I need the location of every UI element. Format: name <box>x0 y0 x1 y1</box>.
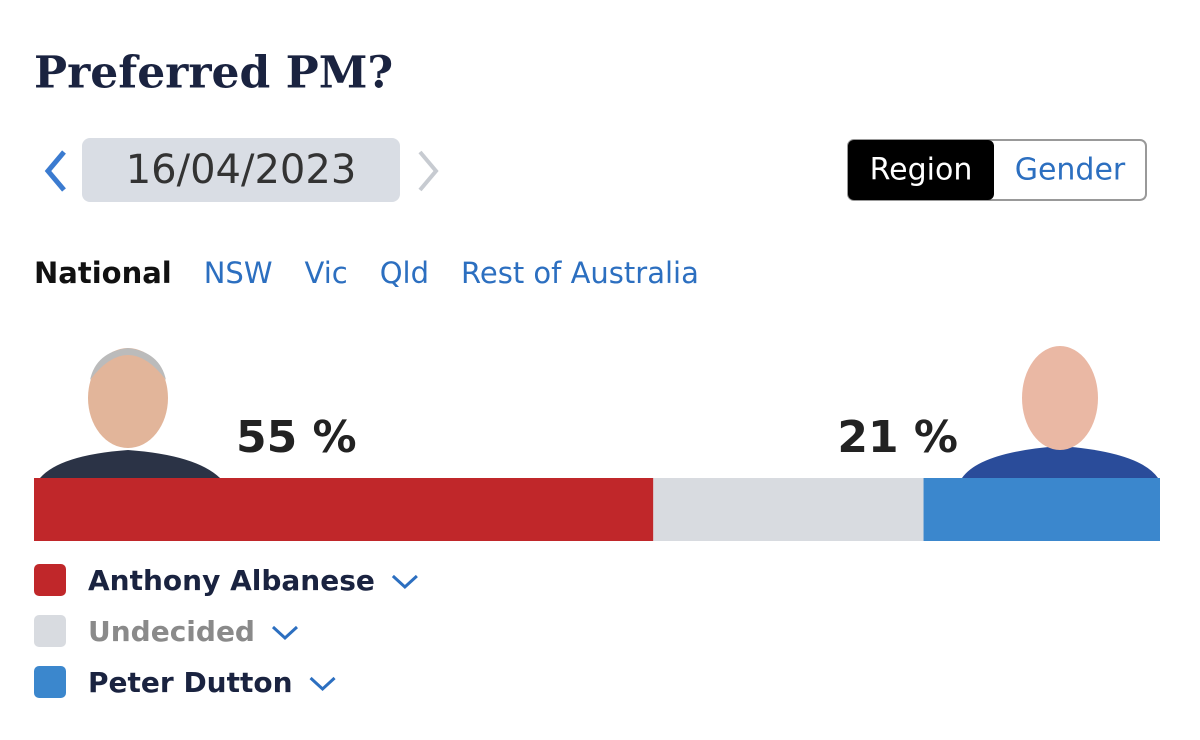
region-tab[interactable]: Qld <box>380 256 429 290</box>
title: Preferred PM? <box>34 48 393 99</box>
legend-label[interactable]: Peter Dutton <box>88 666 293 699</box>
legend-chevron[interactable] <box>309 676 336 692</box>
date-pill <box>82 138 400 202</box>
bar-segment <box>34 478 654 541</box>
value-label: 55 % <box>236 412 357 463</box>
region-tab[interactable]: NSW <box>204 256 273 290</box>
legend-label[interactable]: Anthony Albanese <box>88 564 375 597</box>
toggle-active[interactable] <box>848 140 994 200</box>
toggle-option[interactable]: Region <box>870 153 973 188</box>
toggle-option[interactable]: Gender <box>1015 153 1126 188</box>
region-tab[interactable]: Vic <box>305 256 348 290</box>
legend-swatch <box>34 666 66 698</box>
prev-arrow[interactable] <box>44 150 66 192</box>
bar-segment <box>653 478 924 541</box>
region-tab[interactable]: National <box>34 256 172 290</box>
bar-segment <box>923 478 1160 541</box>
region-tab[interactable]: Rest of Australia <box>461 256 699 290</box>
date: 16/04/2023 <box>126 147 357 193</box>
legend-label[interactable]: Undecided <box>88 615 255 648</box>
legend-swatch <box>34 615 66 647</box>
legend-chevron[interactable] <box>271 625 298 641</box>
value-label: 21 % <box>837 412 958 463</box>
next-arrow[interactable] <box>418 150 439 192</box>
legend-swatch <box>34 564 66 596</box>
legend-chevron[interactable] <box>391 574 418 590</box>
portrait-left <box>40 348 220 478</box>
portrait-right <box>962 346 1158 478</box>
